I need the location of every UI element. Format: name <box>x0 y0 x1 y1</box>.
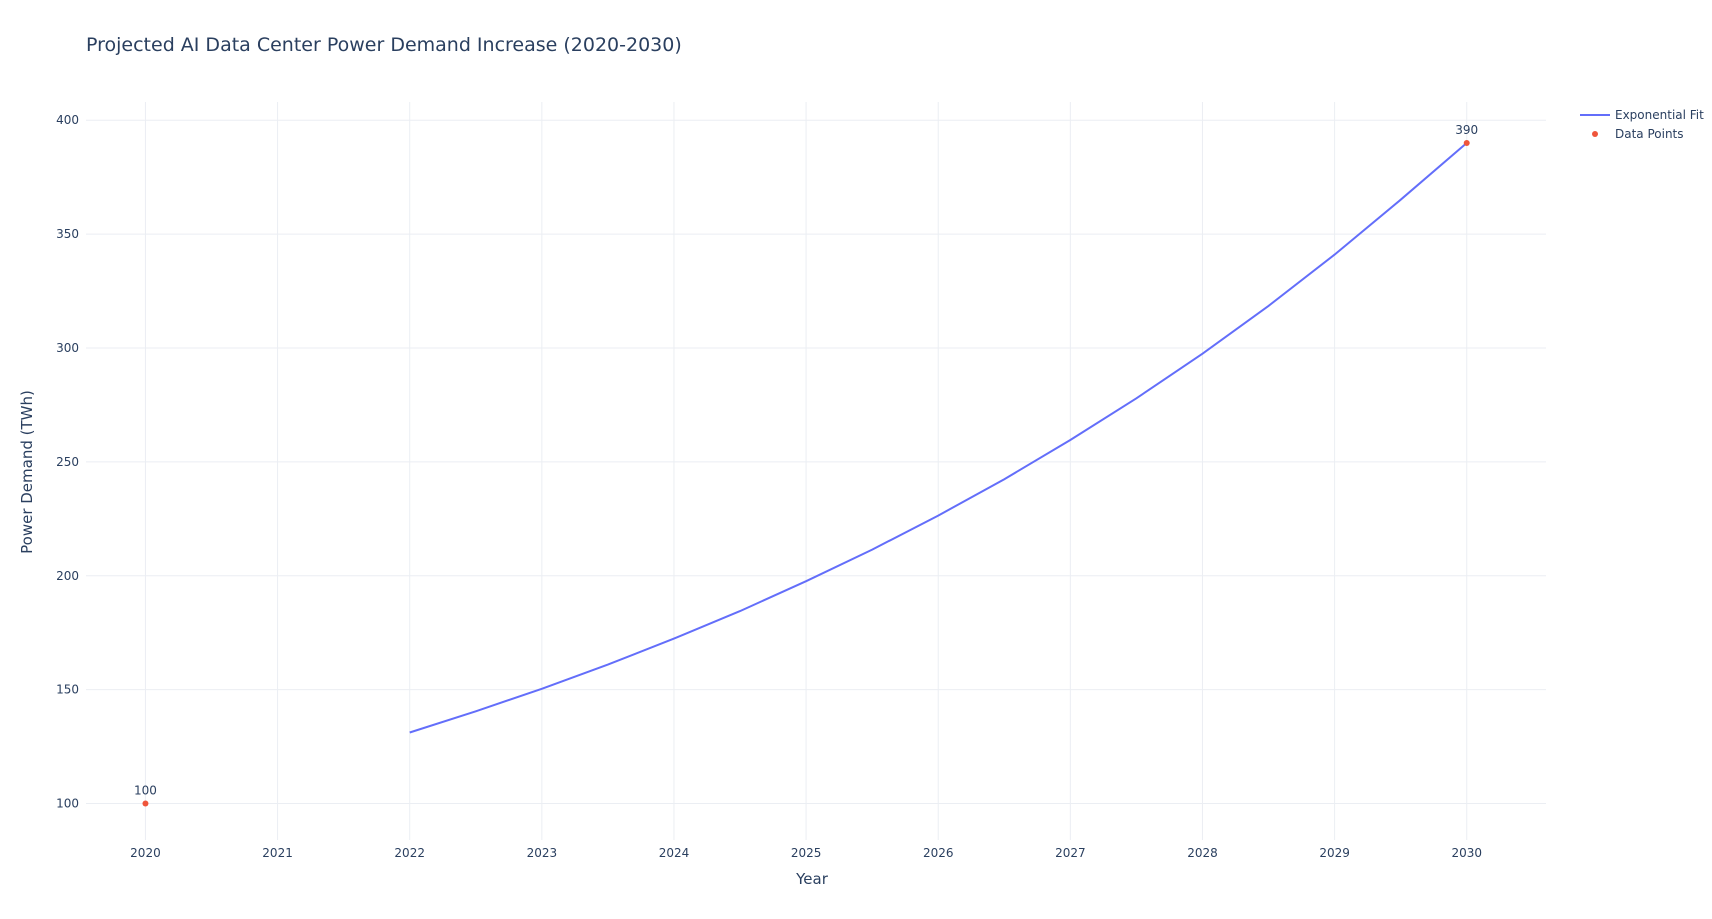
x-tick-label: 2021 <box>262 846 293 860</box>
data-point-label: 100 <box>134 784 157 798</box>
x-axis-ticks: 2020 2021 2022 2023 2024 2025 2026 2027 2028 2029… <box>130 846 1482 860</box>
legend-item-data-points[interactable]: Data Points <box>1592 127 1684 141</box>
x-tick-label: 2020 <box>130 846 161 860</box>
legend-label-exponential-fit: Exponential Fit <box>1615 108 1704 122</box>
y-axis-title: Power Demand (TWh) <box>18 390 36 554</box>
y-tick-label: 200 <box>56 569 79 583</box>
y-tick-label: 400 <box>56 113 79 127</box>
x-tick-label: 2026 <box>923 846 954 860</box>
legend-item-exponential-fit[interactable]: Exponential Fit <box>1580 108 1704 122</box>
data-point[interactable] <box>1463 140 1470 146</box>
legend-marker-swatch <box>1592 131 1598 137</box>
legend: Exponential Fit Data Points <box>1580 108 1704 141</box>
y-axis-ticks: 100 150 200 250 300 350 400 <box>56 113 79 810</box>
x-axis-title: Year <box>795 870 829 888</box>
x-tick-label: 2029 <box>1319 846 1350 860</box>
legend-label-data-points: Data Points <box>1615 127 1684 141</box>
y-tick-label: 300 <box>56 341 79 355</box>
x-tick-label: 2028 <box>1187 846 1218 860</box>
x-tick-label: 2030 <box>1451 846 1482 860</box>
data-point[interactable] <box>142 800 149 807</box>
y-tick-label: 250 <box>56 455 79 469</box>
x-tick-label: 2025 <box>791 846 822 860</box>
series: 100 390 <box>134 123 1478 807</box>
grid <box>86 102 1546 840</box>
chart-title: Projected AI Data Center Power Demand In… <box>86 34 682 56</box>
y-tick-label: 150 <box>56 683 79 697</box>
y-tick-label: 100 <box>56 797 79 811</box>
x-tick-label: 2022 <box>394 846 425 860</box>
x-tick-label: 2023 <box>527 846 558 860</box>
data-point-label: 390 <box>1455 123 1478 137</box>
x-tick-label: 2027 <box>1055 846 1086 860</box>
x-tick-label: 2024 <box>659 846 690 860</box>
series-line-exponential-fit <box>409 142 1468 734</box>
y-tick-label: 350 <box>56 227 79 241</box>
